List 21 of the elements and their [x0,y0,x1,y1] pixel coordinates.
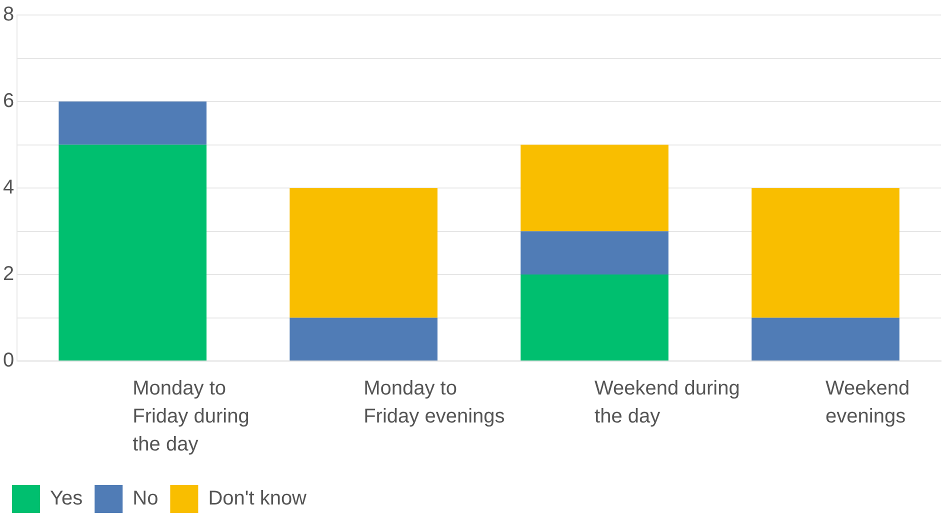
bar [752,188,900,318]
bar [58,102,207,145]
bar [520,274,668,360]
legend-label: Don't know [208,488,308,510]
bar [520,144,668,232]
x-tick-label: Monday to Friday evenings [364,378,505,428]
y-tick-label: 6 [3,90,14,112]
y-tick-label: 0 [3,350,14,372]
y-tick-label: 2 [3,263,14,286]
bar [520,231,668,274]
legend-label: Yes [50,488,83,510]
bar [290,318,438,360]
legend-label: No [132,488,158,510]
y-tick-label: 8 [3,4,14,26]
bar [58,144,207,360]
x-tick-label: Weekend during the day [594,378,740,428]
y-tick-label: 4 [3,176,14,199]
x-tick-label: Weekend evenings [826,378,910,428]
bar [290,188,438,318]
bar [752,318,900,360]
x-tick-label: Monday to Friday during the day [132,378,250,456]
